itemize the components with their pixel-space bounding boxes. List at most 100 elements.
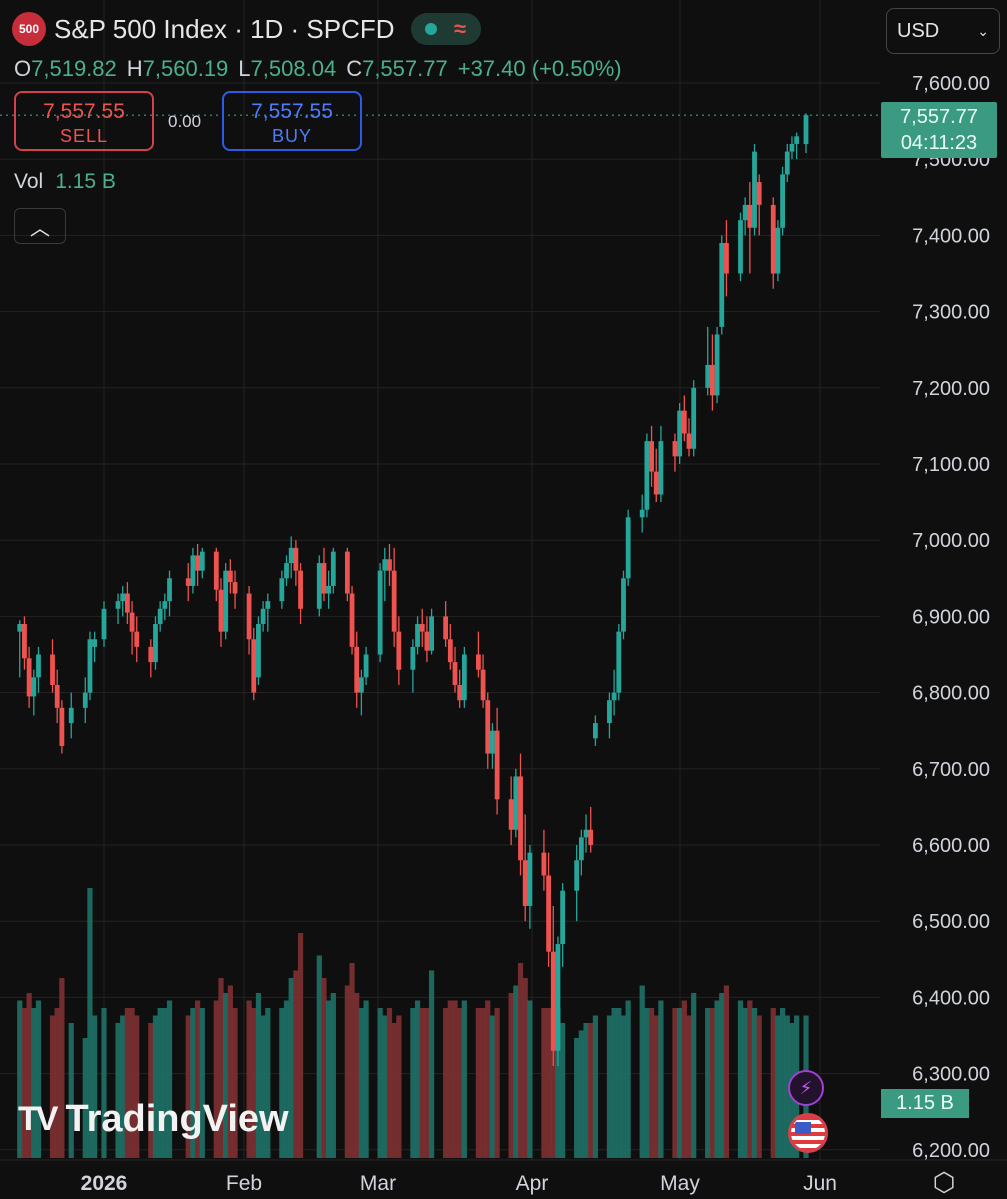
- volume-bar: [443, 1008, 449, 1158]
- candle-body: [125, 593, 130, 613]
- candle-body: [213, 551, 219, 590]
- candle-body: [251, 639, 257, 693]
- candle-body: [457, 684, 463, 701]
- symbol-logo-badge[interactable]: 500: [12, 12, 46, 46]
- volume-bar: [227, 985, 233, 1158]
- buy-label: BUY: [271, 126, 312, 146]
- low-value: 7,508.04: [250, 56, 337, 81]
- volume-bar: [115, 1023, 121, 1158]
- buy-button[interactable]: 7,557.55 BUY: [222, 91, 362, 151]
- volume-bar: [68, 1023, 74, 1158]
- y-tick-label: 6,600.00: [912, 835, 990, 857]
- currency-select[interactable]: USD ⌄: [886, 8, 1000, 54]
- volume-bar: [494, 1008, 500, 1158]
- volume-bar: [223, 993, 229, 1158]
- candle-body: [780, 174, 785, 228]
- volume-bar: [26, 993, 32, 1158]
- candle-body: [82, 692, 88, 708]
- lightning-icon[interactable]: ⚡: [788, 1070, 824, 1106]
- tradingview-logo[interactable]: TV TradingView: [18, 1098, 289, 1141]
- candle-body: [770, 204, 776, 274]
- volume-bar: [49, 1015, 56, 1158]
- volume-bar: [644, 1008, 650, 1158]
- candle-body: [742, 204, 748, 221]
- candle-body: [752, 151, 757, 228]
- volume-bar: [17, 1000, 23, 1158]
- volume-bar: [550, 1030, 556, 1158]
- x-tick-label: 2026: [81, 1172, 128, 1195]
- volume-bar: [588, 1023, 594, 1158]
- volume-bar: [677, 1008, 683, 1158]
- volume-bar: [297, 933, 304, 1158]
- volume-bar: [120, 1015, 126, 1158]
- candle-body: [227, 570, 233, 583]
- candle-body: [185, 578, 191, 586]
- candle-body: [195, 555, 200, 571]
- candle-body: [705, 364, 711, 388]
- volume-bar: [560, 1023, 566, 1158]
- candle-body: [92, 639, 98, 647]
- currency-value: USD: [897, 19, 940, 42]
- volume-legend[interactable]: Vol 1.15 B: [14, 170, 116, 194]
- volume-bar: [157, 1008, 163, 1158]
- candle-body: [677, 410, 683, 457]
- symbol-title[interactable]: S&P 500 Index · 1D · SPCFD: [54, 13, 395, 44]
- volume-bar: [87, 888, 93, 1158]
- candle-body: [232, 582, 238, 594]
- us-flag-icon[interactable]: [788, 1113, 828, 1153]
- candle-body: [714, 334, 720, 396]
- sell-button[interactable]: 7,557.55 SELL: [14, 91, 154, 151]
- y-tick-label: 6,500.00: [912, 911, 990, 933]
- x-tick-label: May: [660, 1172, 700, 1195]
- volume-bar: [354, 993, 360, 1158]
- open-label: O: [14, 56, 32, 81]
- candle-body: [527, 852, 533, 906]
- economic-events-flags[interactable]: [788, 1113, 858, 1153]
- volume-bar: [129, 1008, 135, 1158]
- y-tick-label: 7,000.00: [912, 530, 990, 552]
- candle-body: [26, 658, 32, 697]
- chart-settings-icon[interactable]: ⬡: [932, 1167, 956, 1197]
- candle-body: [190, 555, 196, 586]
- collapse-legend-button[interactable]: ︿: [14, 208, 66, 244]
- volume-bar: [330, 993, 336, 1158]
- candle-body: [588, 829, 594, 845]
- candle-body: [349, 593, 355, 647]
- volume-bar: [386, 1008, 393, 1158]
- candle-body: [279, 578, 285, 602]
- y-tick-label: 7,200.00: [912, 378, 990, 400]
- candle-body: [223, 570, 229, 632]
- candle-body: [461, 654, 467, 701]
- candle-body: [344, 551, 350, 594]
- candle-body: [148, 646, 154, 663]
- volume-bar: [461, 1000, 467, 1158]
- volume-bar: [424, 1008, 430, 1158]
- volume-bar: [134, 1015, 140, 1158]
- x-tick-label: Jun: [803, 1172, 837, 1195]
- candle-body: [583, 829, 589, 838]
- volume-bar: [35, 1000, 42, 1158]
- y-tick-label: 6,400.00: [912, 987, 990, 1009]
- market-status-pill[interactable]: ≈: [410, 13, 481, 45]
- volume-bar: [92, 1015, 98, 1158]
- candle-body: [658, 441, 664, 495]
- candle-body: [541, 852, 547, 876]
- volume-bar: [723, 985, 730, 1158]
- candle-body: [387, 559, 392, 571]
- volume-bar: [592, 1015, 598, 1158]
- ohlc-legend: O7,519.82 H7,560.19 L7,508.04 C7,557.77 …: [14, 56, 622, 82]
- candle-body: [391, 570, 397, 632]
- volume-bar: [326, 1000, 332, 1158]
- candle-body: [803, 115, 809, 145]
- volume-bar: [232, 1008, 238, 1158]
- bar-countdown: 04:11:23: [900, 132, 978, 154]
- volume-bar: [780, 1008, 786, 1158]
- close-label: C: [346, 56, 363, 81]
- spread-value: 0.00: [168, 112, 202, 131]
- y-tick-label: 6,800.00: [912, 683, 990, 705]
- candle-body: [485, 700, 491, 754]
- volume-bar: [517, 963, 524, 1158]
- volume-bar: [218, 978, 224, 1158]
